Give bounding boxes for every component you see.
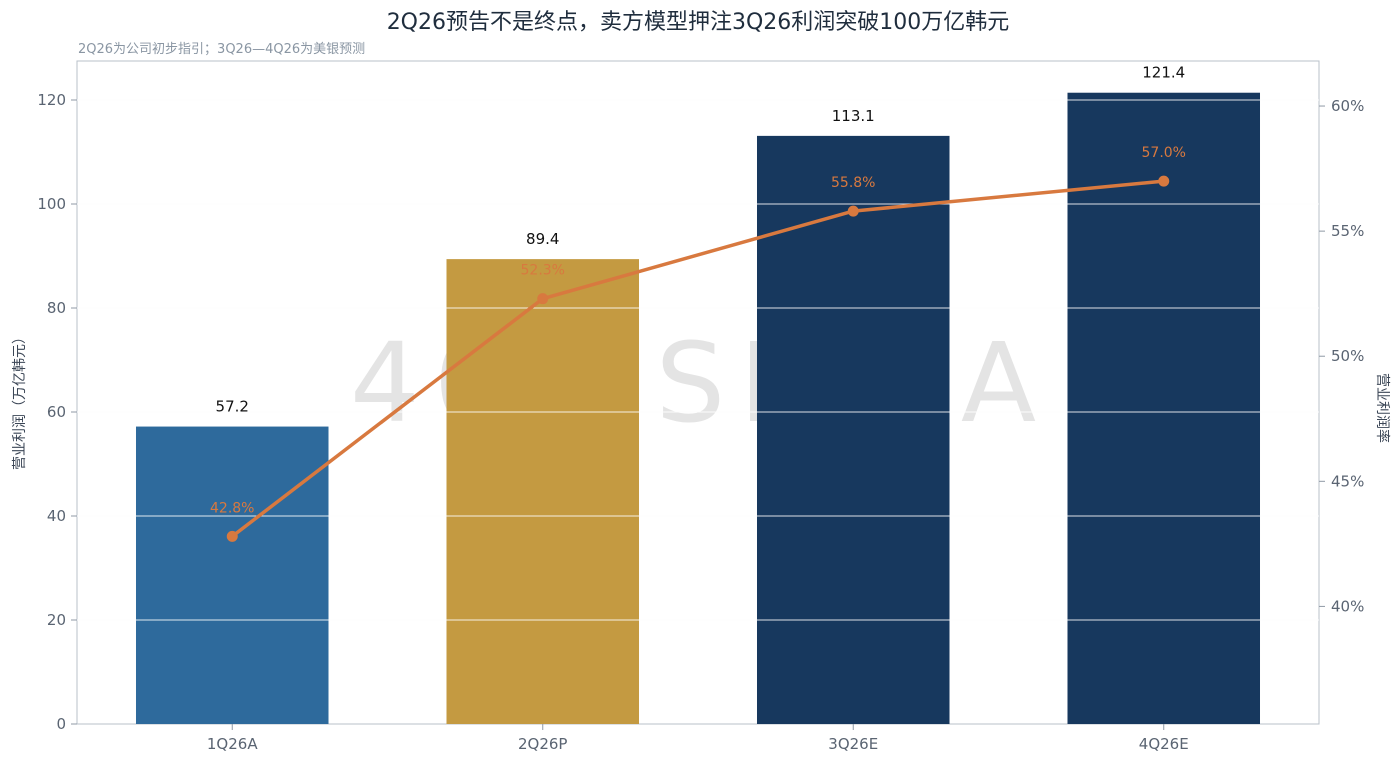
right-axis-tick-suffix: % bbox=[1350, 597, 1364, 615]
right-axis-tick-suffix: % bbox=[1350, 472, 1364, 490]
right-axis-tick-suffix: % bbox=[1350, 222, 1364, 240]
operating-margin-line bbox=[230, 179, 1166, 539]
right-axis-tick-value: 50 bbox=[1331, 347, 1350, 365]
x-axis-tick-label: 2Q26P bbox=[518, 735, 567, 753]
bar-1q26a bbox=[135, 426, 329, 724]
left-axis-tick-label: 80 bbox=[47, 299, 66, 317]
right-axis-tick-value: 60 bbox=[1331, 97, 1350, 115]
left-axis-title: 营业利润（万亿韩元） bbox=[12, 330, 28, 470]
bar-2q26p bbox=[446, 259, 640, 724]
rate-labels: 42.8% 52.3% 55.8% 57.0% bbox=[210, 145, 1186, 516]
right-axis-tick-label: 40% bbox=[1331, 597, 1364, 615]
right-axis-tick-label: 45% bbox=[1331, 472, 1364, 490]
right-axis-tick-label: 55% bbox=[1331, 222, 1364, 240]
left-axis-tick-label: 100 bbox=[37, 195, 66, 213]
rate-line-layer bbox=[226, 175, 1170, 542]
bars bbox=[77, 92, 1319, 725]
left-axis-tick-label: 40 bbox=[47, 507, 66, 525]
operating-margin-label: 55.8% bbox=[831, 175, 875, 191]
bar-3q26e bbox=[756, 135, 950, 724]
right-axis-tick-suffix: % bbox=[1350, 97, 1364, 115]
bar-4q26e bbox=[1067, 92, 1261, 725]
right-axis-tick-label: 50% bbox=[1331, 347, 1364, 365]
bar-value-label: 113.1 bbox=[832, 107, 875, 125]
left-axis-tick-label: 60 bbox=[47, 403, 66, 421]
bar-value-label: 57.2 bbox=[216, 398, 249, 416]
operating-margin-point bbox=[847, 205, 859, 217]
operating-margin-point bbox=[1158, 175, 1170, 187]
right-axis-tick-value: 40 bbox=[1331, 597, 1350, 615]
right-axis-tick-value: 45 bbox=[1331, 472, 1350, 490]
x-axis-tick-label: 3Q26E bbox=[828, 735, 878, 753]
chart-subtitle: 2Q26为公司初步指引；3Q26—4Q26为美银预测 bbox=[78, 42, 365, 57]
operating-margin-label: 42.8% bbox=[210, 500, 254, 516]
left-axis-tick-label: 120 bbox=[37, 91, 66, 109]
left-axis-tick-label: 20 bbox=[47, 611, 66, 629]
bar-value-label: 121.4 bbox=[1142, 64, 1185, 82]
operating-margin-point bbox=[537, 293, 549, 305]
right-axis-title: 营业利润率 bbox=[1374, 373, 1391, 443]
bar-value-label: 89.4 bbox=[526, 230, 559, 248]
chart-title: 2Q26预告不是终点，卖方模型押注3Q26利润突破100万亿韩元 bbox=[387, 10, 1010, 35]
operating-margin-label: 57.0% bbox=[1142, 145, 1186, 161]
right-axis: 40%45%50%55%60% bbox=[1319, 97, 1364, 615]
right-axis-tick-label: 60% bbox=[1331, 97, 1364, 115]
right-axis-tick-suffix: % bbox=[1350, 347, 1364, 365]
operating-margin-label: 52.3% bbox=[521, 263, 565, 279]
x-axis-tick-label: 1Q26A bbox=[207, 735, 258, 753]
operating-margin-point bbox=[226, 530, 238, 542]
bar-labels: 57.2 89.4 113.1 121.4 bbox=[216, 64, 1186, 416]
x-axis: 1Q26A 2Q26P 3Q26E 4Q26E bbox=[207, 724, 1189, 753]
right-axis-tick-value: 55 bbox=[1331, 222, 1350, 240]
left-axis-tick-label: 0 bbox=[56, 715, 66, 733]
x-axis-tick-label: 4Q26E bbox=[1139, 735, 1189, 753]
left-axis: 0 20 40 60 80 100 120 bbox=[37, 91, 77, 733]
